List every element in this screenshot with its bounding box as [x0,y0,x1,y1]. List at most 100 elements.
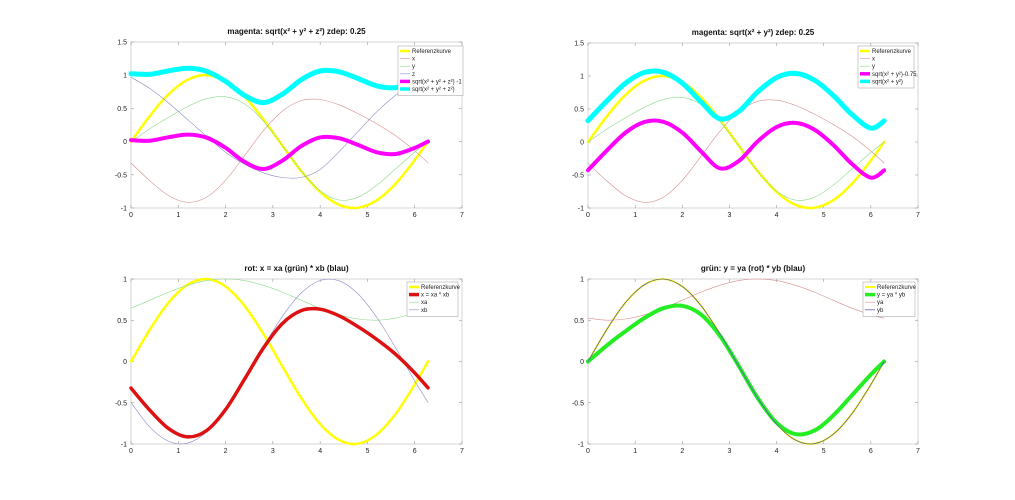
x-tick-label: 1 [633,212,637,219]
subplot-3: 0 1 2 3 4 5 6 7 -1 -0.5 0 0.5 1 rot: x = xa (grün) * … [115,264,464,455]
x-tick-label: 6 [869,212,873,219]
series-line [130,76,429,179]
series-line [587,278,885,321]
y-tick-label: 0.5 [117,318,127,325]
x-tick-label: 6 [869,448,873,455]
x-tick-label: 5 [365,448,369,455]
chart-title: magenta: sqrt(x² + y²) zdep: 0.25 [692,28,815,37]
subplot-2: 0 1 2 3 4 5 6 7 -1 -0.5 0 0.5 1 1.5 magenta: sqrt(x² +… [572,28,920,219]
x-tick-label: 2 [224,212,228,219]
legend: Referenzkurve xy sqrt(x² + y²)-0.75sqrt(x²… [857,45,917,89]
y-tick-label: 1 [580,74,584,81]
x-tick-label: 3 [727,448,731,455]
legend-label: y [872,64,875,70]
series-line [130,96,429,201]
series-line [585,68,887,131]
x-tick-label: 0 [586,212,590,219]
legend-label: yb [877,308,884,314]
x-tick-label: 2 [224,448,228,455]
legend-label: sqrt(x² + y²) [872,79,903,85]
chart-title: grün: y = ya (rot) * yb (blau) [701,264,806,273]
y-tick-label: 0 [580,359,584,366]
y-tick-label: 0 [123,359,127,366]
x-tick-label: 5 [822,212,826,219]
y-tick-label: 0 [123,139,127,146]
legend-label: x [412,57,415,63]
series-line [586,118,887,180]
x-tick-label: 7 [916,212,920,219]
y-tick-label: -0.5 [572,400,584,407]
legend-label: y = ya * yb [877,293,906,299]
chart-title: magenta: sqrt(x² + y² + z²) zdep: 0.25 [227,27,366,36]
x-tick-label: 0 [586,448,590,455]
y-tick-label: 0.5 [574,107,584,114]
legend-label: xa [421,300,428,306]
legend-label: sqrt(x² + y² + z²) [412,87,455,93]
legend-label: x [872,57,875,63]
y-tick-label: 1 [123,73,127,80]
y-tick-label: 1.5 [117,40,127,47]
legend-label: xb [421,308,428,314]
legend-label: sqrt(x² + y²)-0.75 [872,72,917,78]
x-tick-label: 7 [916,448,920,455]
subplot-4: 0 1 2 3 4 5 6 7 -1 -0.5 0 0.5 1 grün: y = ya (rot) * … [572,264,920,455]
y-tick-label: 1 [123,277,127,284]
legend-label: Referenzkurve [872,49,912,55]
y-tick-label: 1.5 [574,41,584,48]
x-tick-label: 1 [176,448,180,455]
x-tick-label: 5 [822,448,826,455]
x-tick-label: 1 [176,212,180,219]
y-tick-label: -1 [578,206,584,213]
y-tick-label: -0.5 [115,400,127,407]
series-line [129,306,430,439]
series-line [128,65,431,106]
legend-label: Referenzkurve [412,49,452,55]
x-tick-label: 4 [775,212,779,219]
x-tick-label: 5 [365,212,369,219]
y-tick-label: -1 [121,206,127,213]
y-tick-label: -1 [121,442,127,449]
x-tick-label: 4 [318,448,322,455]
x-tick-label: 6 [413,212,417,219]
legend-label: y [412,64,415,70]
series-line [587,278,885,445]
x-tick-label: 3 [271,448,275,455]
series-line [130,278,429,445]
x-tick-label: 1 [633,448,637,455]
x-tick-label: 6 [413,448,417,455]
y-tick-label: 0.5 [117,106,127,113]
x-tick-label: 0 [129,448,133,455]
x-tick-label: 3 [727,212,731,219]
y-tick-label: 0 [580,140,584,147]
x-tick-label: 4 [318,212,322,219]
x-tick-label: 2 [680,212,684,219]
y-tick-label: 1 [580,277,584,284]
series-line [587,96,885,201]
legend-label: sqrt(x² + y² + z²) -1 [412,79,462,85]
legend-label: Referenzkurve [877,285,917,291]
y-tick-label: -1 [578,442,584,449]
series-line [129,277,430,446]
legend-label: ya [877,300,884,306]
x-tick-label: 4 [775,448,779,455]
subplot-1: 0 1 2 3 4 5 6 7 -1 -0.5 0 0.5 1 1.5 magenta: sqrt(x² +… [115,27,464,219]
y-tick-label: -0.5 [115,172,127,179]
x-tick-label: 3 [271,212,275,219]
x-tick-label: 7 [460,448,464,455]
x-tick-label: 7 [460,212,464,219]
legend-label: z [412,72,415,78]
y-tick-label: -0.5 [572,173,584,180]
chart-title: rot: x = xa (grün) * xb (blau) [244,264,349,273]
x-tick-label: 2 [680,448,684,455]
y-tick-label: 0.5 [574,318,584,325]
legend-label: x = xa * xb [421,293,450,299]
legend-label: Referenzkurve [421,285,461,291]
series-line [129,132,430,171]
series-line [130,278,429,321]
series-line [130,98,429,203]
x-tick-label: 0 [129,212,133,219]
